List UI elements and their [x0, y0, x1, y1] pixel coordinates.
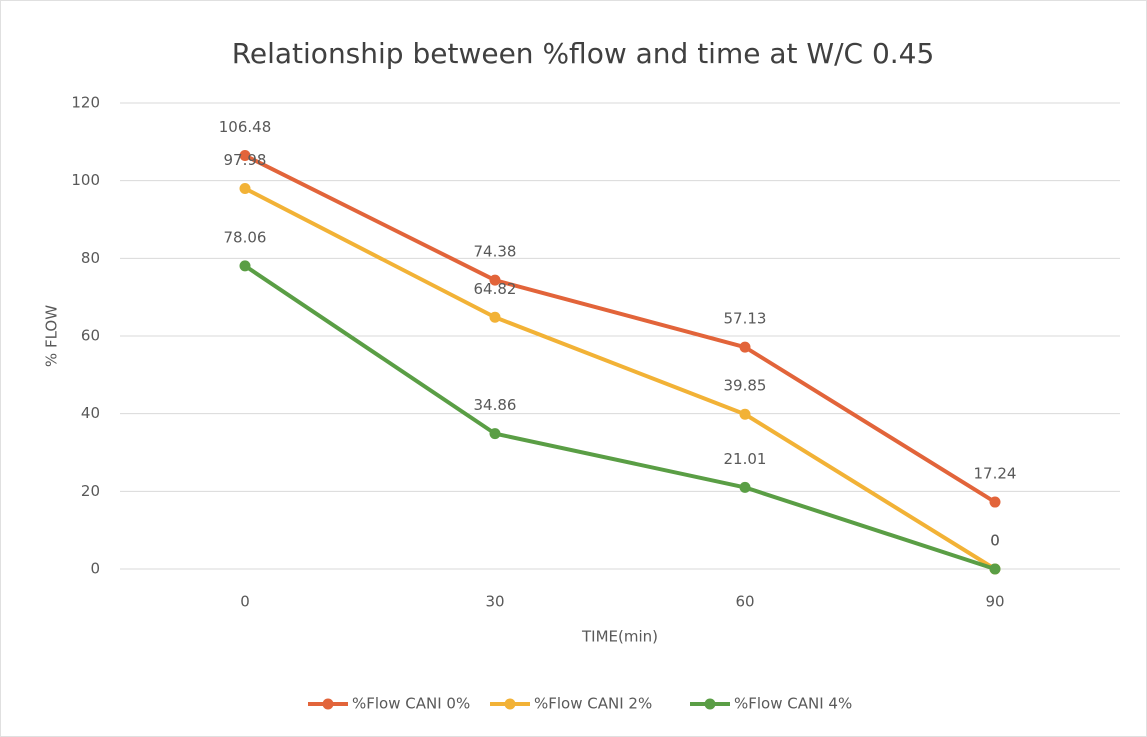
x-tick-label: 90: [985, 593, 1004, 611]
data-point: [489, 274, 501, 286]
legend-label: %Flow CANI 2%: [534, 695, 652, 713]
data-point: [989, 496, 1001, 508]
x-axis-label: TIME(min): [581, 628, 658, 646]
data-label: 0: [990, 532, 1000, 550]
data-label: 64.82: [474, 280, 517, 298]
data-point: [239, 183, 251, 195]
data-label: 21.01: [724, 450, 767, 468]
series-line: [244, 186, 997, 571]
data-point: [489, 428, 501, 440]
y-tick-label: 120: [71, 94, 100, 112]
data-point: [739, 341, 751, 353]
legend-swatch-dot: [322, 698, 334, 710]
chart-title: Relationship between %flow and time at W…: [232, 37, 935, 70]
series-line: [244, 153, 997, 504]
data-label: 74.38: [474, 243, 517, 261]
data-label: 34.86: [474, 396, 517, 414]
data-label: 39.85: [724, 377, 767, 395]
data-label: 106.48: [219, 118, 272, 136]
data-label: 57.13: [724, 310, 767, 328]
data-point: [239, 260, 251, 272]
data-point: [739, 408, 751, 420]
legend-swatch-dot: [504, 698, 516, 710]
data-label: 78.06: [224, 228, 267, 246]
data-point: [739, 481, 751, 493]
data-point: [239, 150, 251, 162]
series-line: [243, 264, 996, 571]
y-axis-label: % FLOW: [43, 305, 61, 367]
x-tick-label: 30: [485, 593, 504, 611]
y-tick-label: 0: [90, 560, 100, 578]
data-label: 97.98: [224, 151, 267, 169]
y-tick-label: 80: [81, 249, 100, 267]
legend-label: %Flow CANI 0%: [352, 695, 470, 713]
y-tick-label: 20: [81, 482, 100, 500]
data-point: [989, 563, 1001, 575]
legend-swatch-dot: [704, 698, 716, 710]
legend-label: %Flow CANI 4%: [734, 695, 852, 713]
y-tick-label: 100: [71, 171, 100, 189]
x-tick-label: 0: [240, 593, 250, 611]
data-label: 17.24: [974, 465, 1017, 483]
x-tick-label: 60: [735, 593, 754, 611]
y-tick-label: 40: [81, 404, 100, 422]
data-label: 0: [990, 532, 1000, 550]
data-point: [489, 311, 501, 323]
y-tick-label: 60: [81, 327, 100, 345]
